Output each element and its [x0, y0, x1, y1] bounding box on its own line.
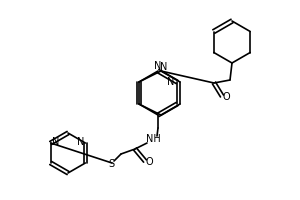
Text: N: N [167, 77, 175, 87]
Text: N: N [52, 137, 59, 147]
Text: O: O [145, 157, 153, 167]
Text: S: S [108, 159, 114, 169]
Text: O: O [222, 92, 230, 102]
Text: N: N [76, 137, 84, 147]
Text: N: N [154, 61, 162, 71]
Text: N: N [160, 62, 168, 72]
Text: NH: NH [146, 134, 160, 144]
